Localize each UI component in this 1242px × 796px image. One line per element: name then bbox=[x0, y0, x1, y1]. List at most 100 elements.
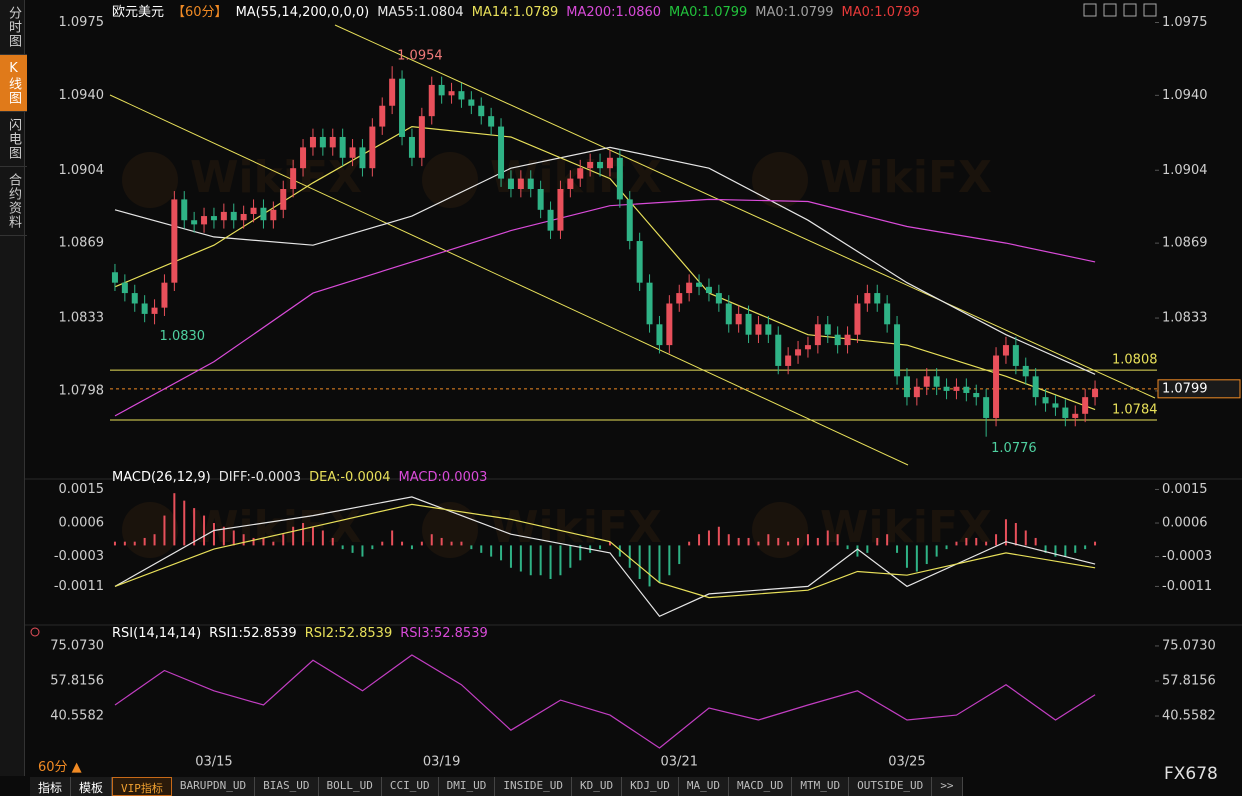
macd-bar bbox=[1054, 545, 1057, 557]
price-annotation: 1.0830 bbox=[160, 329, 206, 344]
macd-bar bbox=[787, 541, 790, 546]
macd-bar bbox=[777, 537, 780, 546]
macd-bar bbox=[945, 545, 948, 550]
y-tick-label: 75.0730 bbox=[50, 638, 104, 653]
icon[interactable] bbox=[1103, 3, 1117, 17]
candle-body bbox=[676, 293, 683, 304]
candle-body bbox=[913, 386, 920, 398]
candle-body bbox=[1092, 388, 1099, 398]
panel-header: MACD(26,12,9) DIFF:-0.0003 DEA:-0.0004 MACD… bbox=[112, 470, 487, 485]
y-tick-label: 1.0833 bbox=[59, 311, 105, 326]
indicator-tab[interactable]: KDJ_UD bbox=[622, 777, 679, 796]
indicator-tab[interactable]: KD_UD bbox=[572, 777, 623, 796]
period-selector[interactable]: 60分 ▲ bbox=[38, 760, 82, 775]
macd-bar bbox=[1044, 545, 1047, 553]
panel-header: RSI(14,14,14) RSI1:52.8539 RSI2:52.8539 RSI… bbox=[112, 626, 488, 641]
indicator-tab[interactable]: INSIDE_UD bbox=[495, 777, 572, 796]
y-tick-label: 40.5582 bbox=[1162, 709, 1216, 724]
candle-body bbox=[359, 147, 366, 169]
macd-bar bbox=[1074, 545, 1077, 553]
sidebar-tab[interactable]: 分时图 bbox=[0, 0, 27, 55]
icon[interactable] bbox=[1123, 3, 1137, 17]
candle-body bbox=[428, 84, 435, 117]
indicator-tab[interactable]: MA_UD bbox=[679, 777, 729, 796]
settings-icon[interactable] bbox=[30, 627, 40, 637]
macd-bar bbox=[1084, 545, 1087, 550]
icon[interactable] bbox=[1083, 3, 1097, 17]
indicator-tab[interactable]: 指标 bbox=[30, 777, 72, 796]
indicator-tab[interactable]: MACD_UD bbox=[729, 777, 793, 796]
y-tick-label: 75.0730 bbox=[1162, 638, 1216, 653]
last-price-box bbox=[1157, 379, 1241, 399]
watermark: WikiFX bbox=[820, 152, 992, 203]
level-label: 1.0784 bbox=[1112, 403, 1158, 418]
candle-body bbox=[250, 207, 257, 214]
sidebar-tab[interactable]: 合约资料 bbox=[0, 167, 27, 236]
period-label[interactable]: 60分 bbox=[38, 760, 68, 775]
macd-bar bbox=[1014, 523, 1017, 546]
macd-bar bbox=[698, 534, 701, 546]
macd-bar bbox=[133, 541, 136, 546]
macd-bar bbox=[371, 545, 374, 550]
candle-body bbox=[874, 293, 881, 304]
y-tick-label: 1.0904 bbox=[59, 163, 105, 178]
macd-bar bbox=[381, 541, 384, 546]
header-item: RSI1:52.8539 bbox=[209, 626, 297, 641]
y-tick-label: 0.0006 bbox=[59, 516, 105, 531]
indicator-tab[interactable]: 模板 bbox=[71, 777, 113, 796]
indicator-tab[interactable]: BARUPDN_UD bbox=[172, 777, 256, 796]
macd-bar bbox=[915, 545, 918, 572]
candle-body bbox=[488, 116, 495, 127]
macd-bar bbox=[935, 545, 938, 557]
candle-body bbox=[933, 376, 940, 387]
candle-body bbox=[834, 334, 841, 346]
indicator-tab[interactable]: >> bbox=[932, 777, 963, 796]
y-tick-label: 1.0869 bbox=[59, 236, 105, 251]
indicator-tab[interactable]: CCI_UD bbox=[382, 777, 439, 796]
watermark-logo bbox=[752, 502, 808, 558]
trend-line bbox=[109, 94, 909, 466]
macd-bar bbox=[668, 545, 671, 576]
y-tick-label: 0.0006 bbox=[1162, 516, 1208, 531]
indicator-tab[interactable]: BOLL_UD bbox=[319, 777, 382, 796]
header-item: DIFF:-0.0003 bbox=[219, 470, 301, 485]
candle-body bbox=[814, 324, 821, 346]
header-item: RSI3:52.8539 bbox=[400, 626, 488, 641]
candle-body bbox=[111, 272, 118, 283]
candle-body bbox=[804, 345, 811, 350]
indicator-line bbox=[114, 654, 1096, 749]
header-item: MA(55,14,200,0,0,0) bbox=[236, 5, 370, 20]
candle-body bbox=[458, 91, 465, 100]
indicator-tab[interactable]: OUTSIDE_UD bbox=[849, 777, 933, 796]
indicator-tab[interactable]: VIP指标 bbox=[112, 777, 172, 796]
candle-body bbox=[696, 282, 703, 287]
candle-body bbox=[963, 386, 970, 393]
candle-body bbox=[290, 168, 297, 190]
candle-body bbox=[646, 282, 653, 325]
macd-bar bbox=[638, 545, 641, 579]
watermark: WikiFX bbox=[490, 502, 662, 553]
icon[interactable] bbox=[1143, 3, 1157, 17]
indicator-line bbox=[114, 125, 1096, 411]
x-tick-label: 03/19 bbox=[423, 755, 460, 770]
indicator-tab[interactable]: BIAS_UD bbox=[255, 777, 319, 796]
macd-bar bbox=[519, 545, 522, 572]
sidebar-tab[interactable]: 闪电图 bbox=[0, 112, 27, 167]
macd-bar bbox=[490, 545, 493, 557]
macd-bar bbox=[648, 545, 651, 587]
header-item: MA0:1.0799 bbox=[842, 5, 920, 20]
candle-body bbox=[1042, 397, 1049, 404]
indicator-tab[interactable]: MTM_UD bbox=[792, 777, 850, 796]
brand: FX678 bbox=[1164, 764, 1218, 784]
sidebar-tab[interactable]: K线图 bbox=[0, 55, 27, 112]
candle-body bbox=[309, 136, 316, 148]
macd-bar bbox=[331, 537, 334, 546]
macd-bar bbox=[717, 526, 720, 546]
macd-bar bbox=[500, 545, 503, 561]
candle-body bbox=[379, 105, 386, 127]
candle-body bbox=[785, 355, 792, 366]
indicator-tab[interactable]: DMI_UD bbox=[439, 777, 496, 796]
toolbar-icons[interactable] bbox=[1083, 3, 1157, 17]
